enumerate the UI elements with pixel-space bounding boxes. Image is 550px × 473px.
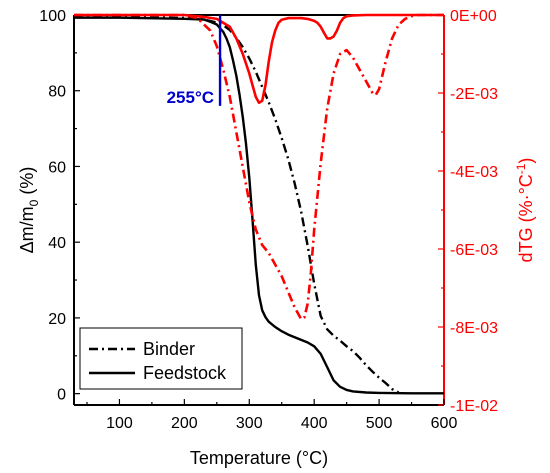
left-y-tick-label: 80 <box>48 84 66 101</box>
right-y-axis-title: dTG (%·°C-1) <box>514 158 536 263</box>
left-y-axis-title: Δm/m0 (%) <box>17 167 41 254</box>
dtg-line-binder <box>74 13 444 321</box>
x-axis-title: Temperature (°C) <box>190 448 328 468</box>
legend-label-binder: Binder <box>143 339 195 359</box>
legend-label-feedstock: Feedstock <box>143 363 227 383</box>
left-y-tick-label: 20 <box>48 311 66 328</box>
x-tick-label: 100 <box>106 415 133 432</box>
right-y-tick-label: -8E-03 <box>450 320 498 337</box>
left-y-tick-label: 0 <box>57 387 66 404</box>
x-tick-label: 500 <box>366 415 393 432</box>
right-y-title-prefix: dTG (%·°C <box>516 174 536 262</box>
left-y-tick-label: 60 <box>48 159 66 176</box>
tg-line-binder <box>74 15 400 394</box>
x-tick-label: 400 <box>301 415 328 432</box>
left-y-title-prefix: Δm/m <box>17 206 37 253</box>
legend-box <box>79 327 243 390</box>
right-y-tick-label: -4E-03 <box>450 164 498 181</box>
left-y-tick-label: 40 <box>48 235 66 252</box>
annotation-label: 255°C <box>167 88 214 107</box>
right-y-tick-label: -6E-03 <box>450 242 498 259</box>
legend: Binder Feedstock <box>79 327 243 390</box>
right-y-title-suffix: ) <box>516 158 536 164</box>
left-y-title-subscript: 0 <box>27 199 41 206</box>
left-y-axis-ticks: 0 20 40 60 80 100 <box>39 8 80 404</box>
right-y-tick-label: -1E-02 <box>450 398 498 415</box>
right-y-tick-label: 0E+00 <box>450 8 497 25</box>
x-tick-label: 200 <box>171 415 198 432</box>
x-tick-label: 600 <box>431 415 458 432</box>
right-y-title-superscript: -1 <box>514 163 528 174</box>
right-y-tick-label: -2E-03 <box>450 86 498 103</box>
dtg-line-feedstock <box>74 13 444 105</box>
left-y-title-suffix: (%) <box>17 167 37 200</box>
x-axis-ticks: 100 200 300 400 500 600 <box>86 399 458 432</box>
x-tick-label: 300 <box>236 415 263 432</box>
left-y-tick-label: 100 <box>39 8 66 25</box>
right-y-axis-ticks: 0E+00 -2E-03 -4E-03 -6E-03 -8E-03 -1E-02 <box>438 8 498 415</box>
